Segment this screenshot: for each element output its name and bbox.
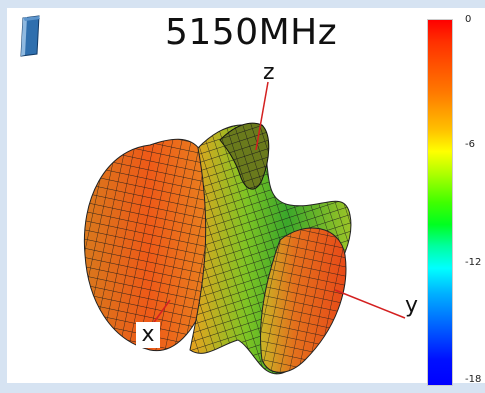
frame-top <box>0 0 485 8</box>
colorbar-tick-minus-18: -18 <box>465 374 482 385</box>
x-axis-line <box>151 299 171 326</box>
frequency-title: 5150MHz <box>165 12 338 53</box>
colorbar <box>427 19 453 386</box>
y-axis-line <box>334 289 406 319</box>
axis-label-y: y <box>405 293 419 318</box>
colorbar-tick-minus-12: -12 <box>465 257 482 268</box>
axis-label-x: x <box>136 322 160 348</box>
colorbar-tick-minus-6: -6 <box>465 139 475 150</box>
frame-left <box>0 0 7 393</box>
z-axis-line <box>255 81 269 151</box>
antenna-logo-icon <box>20 15 40 57</box>
frame-bottom <box>0 383 485 393</box>
axis-label-z: z <box>263 60 275 85</box>
colorbar-tick-0: 0 <box>465 14 472 25</box>
